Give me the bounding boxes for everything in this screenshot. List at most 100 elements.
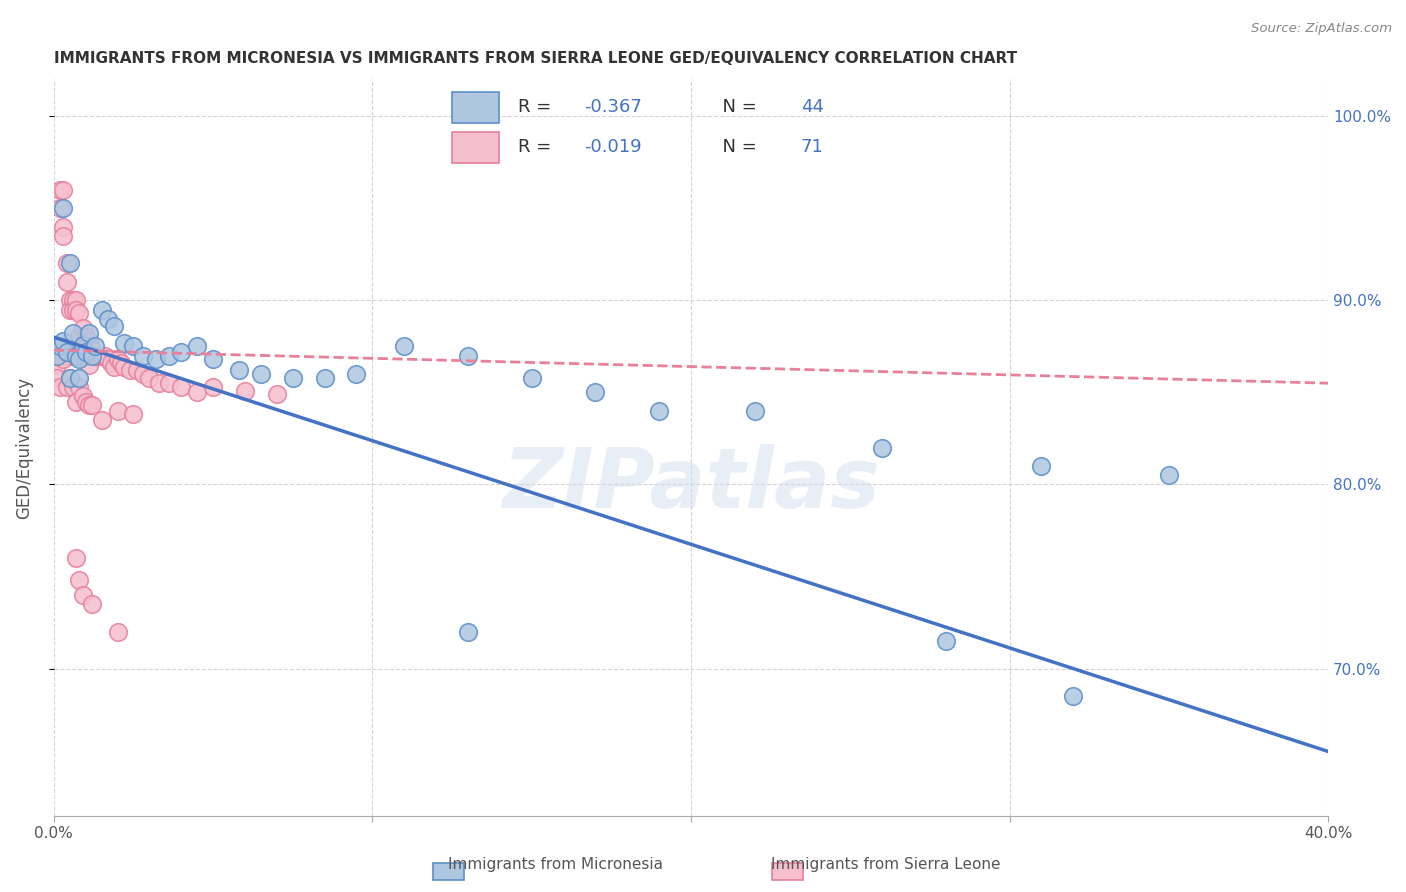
- Point: [59, 370, 82, 384]
- Point: [90, 349, 112, 363]
- Point: [1031, 458, 1053, 473]
- Point: [170, 380, 193, 394]
- Point: [65, 302, 87, 317]
- Point: [55, 275, 77, 289]
- Point: [49, 183, 72, 197]
- Point: [186, 385, 208, 400]
- Point: [49, 380, 72, 394]
- Point: [394, 339, 416, 353]
- Point: [281, 370, 304, 384]
- Point: [59, 302, 82, 317]
- Point: [52, 228, 75, 243]
- Point: [744, 404, 766, 418]
- Point: [67, 352, 90, 367]
- Point: [138, 370, 160, 384]
- Point: [84, 339, 107, 353]
- Point: [112, 335, 135, 350]
- Point: [62, 326, 84, 341]
- Text: Source: ZipAtlas.com: Source: ZipAtlas.com: [1251, 22, 1392, 36]
- Point: [250, 367, 273, 381]
- Point: [107, 352, 129, 367]
- Point: [72, 588, 94, 602]
- Point: [59, 293, 82, 308]
- Point: [132, 349, 155, 363]
- Point: [648, 404, 671, 418]
- Point: [97, 352, 120, 367]
- Point: [77, 334, 100, 348]
- Point: [314, 370, 336, 384]
- Point: [80, 349, 103, 363]
- Point: [87, 349, 110, 363]
- Text: IMMIGRANTS FROM MICRONESIA VS IMMIGRANTS FROM SIERRA LEONE GED/EQUIVALENCY CORRE: IMMIGRANTS FROM MICRONESIA VS IMMIGRANTS…: [53, 51, 1017, 66]
- Point: [49, 339, 72, 353]
- Point: [55, 349, 77, 363]
- Point: [186, 339, 208, 353]
- Point: [233, 384, 256, 398]
- Y-axis label: GED/Equivalency: GED/Equivalency: [15, 376, 32, 518]
- Point: [157, 376, 180, 391]
- Point: [80, 343, 103, 357]
- Point: [1062, 690, 1084, 704]
- Point: [62, 293, 84, 308]
- Point: [65, 394, 87, 409]
- Point: [46, 358, 69, 372]
- Point: [55, 344, 77, 359]
- Point: [228, 363, 250, 377]
- Point: [46, 370, 69, 384]
- Point: [75, 349, 97, 363]
- Point: [870, 441, 893, 455]
- Point: [112, 359, 135, 374]
- Point: [65, 349, 87, 363]
- Point: [72, 321, 94, 335]
- Point: [77, 358, 100, 372]
- Point: [157, 349, 180, 363]
- Point: [202, 380, 225, 394]
- Point: [100, 356, 122, 370]
- Point: [46, 349, 69, 363]
- Point: [49, 349, 72, 363]
- Point: [46, 339, 69, 353]
- Point: [52, 334, 75, 348]
- Point: [266, 387, 288, 401]
- Point: [72, 389, 94, 403]
- Point: [80, 398, 103, 412]
- Point: [75, 330, 97, 344]
- Point: [67, 330, 90, 344]
- Point: [67, 380, 90, 394]
- Point: [346, 367, 368, 381]
- Point: [59, 349, 82, 363]
- Point: [122, 408, 145, 422]
- Point: [122, 339, 145, 353]
- Point: [170, 344, 193, 359]
- Point: [202, 352, 225, 367]
- Point: [49, 201, 72, 215]
- Point: [148, 376, 170, 391]
- Point: [457, 624, 479, 639]
- Text: ZIPatlas: ZIPatlas: [502, 444, 880, 525]
- Point: [107, 624, 129, 639]
- Point: [77, 326, 100, 341]
- Point: [107, 404, 129, 418]
- Point: [75, 394, 97, 409]
- Point: [520, 370, 543, 384]
- Point: [52, 201, 75, 215]
- Point: [84, 349, 107, 363]
- Point: [65, 349, 87, 363]
- Point: [62, 380, 84, 394]
- Point: [90, 302, 112, 317]
- Point: [94, 349, 117, 363]
- Point: [65, 293, 87, 308]
- Point: [120, 363, 142, 377]
- Point: [90, 413, 112, 427]
- Point: [110, 356, 132, 370]
- Point: [55, 256, 77, 270]
- Point: [52, 219, 75, 234]
- Point: [1157, 468, 1180, 483]
- Point: [62, 302, 84, 317]
- Point: [72, 337, 94, 351]
- Point: [65, 551, 87, 566]
- Point: [75, 344, 97, 359]
- Point: [77, 398, 100, 412]
- Point: [62, 349, 84, 363]
- Point: [132, 367, 155, 381]
